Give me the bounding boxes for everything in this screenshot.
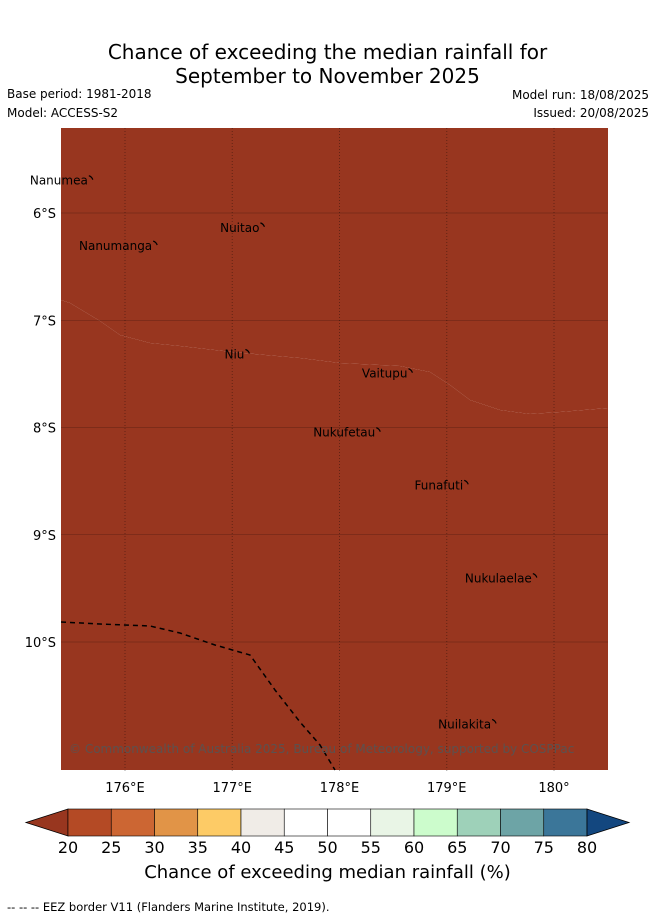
colorbar-segment (456, 808, 501, 837)
place-label: Vaitupu (362, 367, 408, 381)
colorbar-segment (240, 808, 285, 837)
colorbar-tick-label: 55 (361, 838, 381, 857)
colorbar-tick-label: 30 (144, 838, 164, 857)
island-outline (88, 175, 94, 180)
band-20-25 (61, 300, 608, 770)
copyright-notice: © Commonwealth of Australia 2025, Bureau… (69, 742, 574, 756)
island-outline (376, 427, 381, 432)
colorbar-tick-label: 80 (577, 838, 597, 857)
lon-tick-label: 180° (538, 781, 569, 796)
place-label: Nanumanga (79, 239, 152, 253)
lon-tick-label: 176°E (105, 781, 145, 796)
colorbar-segment (413, 808, 458, 837)
lat-tick-label: 10°S (25, 636, 56, 651)
colorbar-segment (500, 808, 545, 837)
colorbar-tick-label: 70 (490, 838, 510, 857)
lat-tick-label: 7°S (33, 314, 56, 329)
colorbar-tick-label: 35 (188, 838, 208, 857)
lat-tick-label: 6°S (33, 207, 56, 222)
island-outline (532, 573, 538, 578)
place-markers: Nanumea Nuitao Nanumanga Niu Vaitupu Nukufeta… (30, 174, 538, 731)
lon-tick-label: 177°E (212, 781, 252, 796)
colorbar-over-arrow (586, 808, 631, 837)
lat-tick-label: 8°S (33, 422, 56, 437)
title-line-1: Chance of exceeding the median rainfall … (107, 40, 548, 64)
colorbar-tick-label: 60 (404, 838, 424, 857)
colorbar-segment (197, 808, 242, 837)
island-outline (491, 718, 497, 724)
lat-tick-label: 9°S (33, 529, 56, 544)
island-outline (260, 222, 265, 228)
issued-date: Issued: 20/08/2025 (533, 106, 649, 120)
band-under-20-edge (61, 128, 608, 414)
eez-footnote: -- -- -- EEZ border V11 (Flanders Marine… (7, 900, 330, 914)
lon-tick-label: 179°E (427, 781, 467, 796)
island-outline (245, 348, 250, 354)
graticule (61, 128, 608, 771)
colorbar-segment (327, 808, 372, 837)
place-label: Nuilakita (438, 717, 491, 731)
colorbar-tick-label: 45 (274, 838, 294, 857)
title-line-2: September to November 2025 (175, 64, 480, 88)
place-label: Nanumea (30, 174, 88, 188)
place-label: Nukufetau (313, 426, 375, 440)
colorbar-segment (370, 808, 415, 837)
colorbar-tick-label: 25 (101, 838, 121, 857)
island-outline (463, 479, 469, 485)
colorbar-tick-label: 65 (447, 838, 467, 857)
place-label: Nukulaelae (465, 572, 532, 586)
island-outline (408, 368, 413, 373)
map-title: Chance of exceeding the median rainfall … (0, 40, 655, 88)
colorbar-segment (110, 808, 155, 837)
base-period: Base period: 1981-2018 (7, 87, 152, 101)
colorbar-segment (543, 808, 588, 837)
place-label: Funafuti (415, 478, 464, 492)
colorbar-label: Chance of exceeding median rainfall (%) (144, 862, 511, 883)
eez-border (60, 621, 336, 771)
colorbar-tick-label: 20 (58, 838, 78, 857)
model-run: Model run: 18/08/2025 (511, 88, 649, 102)
colorbar-under-arrow (24, 808, 69, 837)
lon-tick-label: 178°E (320, 781, 360, 796)
colorbar-tick-label: 50 (317, 838, 337, 857)
model-name: Model: ACCESS-S2 (7, 106, 119, 120)
colorbar-segment (67, 808, 112, 837)
place-label: Niu (224, 347, 244, 361)
colorbar-segment (283, 808, 328, 837)
colorbar-tick-label: 75 (534, 838, 554, 857)
island-outline (152, 240, 158, 246)
colorbar-segment (154, 808, 199, 837)
axis-tick-labels: 176°E 177°E 178°E 179°E 180° 6°S 7°S 8°S 9°S 10°S (25, 207, 570, 796)
colorbar-tick-label: 40 (231, 838, 251, 857)
place-label: Nuitao (220, 221, 259, 235)
